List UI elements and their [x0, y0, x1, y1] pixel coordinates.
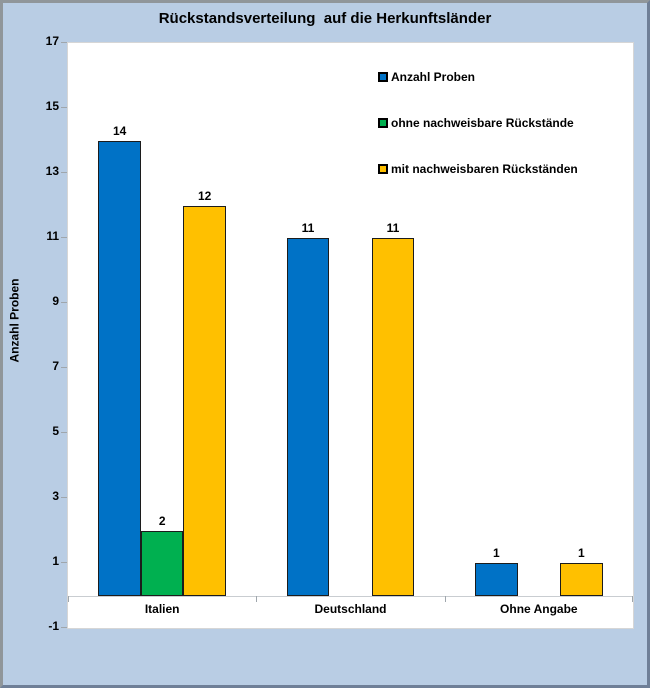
y-tick-label: 1	[52, 554, 59, 568]
category-label: Deutschland	[314, 601, 387, 616]
y-tick-mark	[61, 302, 67, 303]
legend-label: Anzahl Proben	[391, 70, 476, 84]
legend-swatch	[378, 164, 388, 174]
y-tick-mark	[61, 497, 67, 498]
y-tick-mark	[61, 562, 67, 563]
y-tick-label: -1	[48, 619, 59, 633]
y-tick-mark	[61, 172, 67, 173]
y-tick-label: 13	[45, 164, 59, 178]
y-tick-label: 11	[46, 229, 59, 243]
bar-value-label: 11	[301, 221, 315, 235]
bar-value-label: 11	[386, 221, 400, 235]
bar	[140, 530, 184, 596]
legend-item: mit nachweisbaren Rückständen	[378, 162, 578, 176]
y-tick-mark	[61, 107, 67, 108]
legend-swatch	[378, 118, 388, 128]
y-tick-label: 5	[52, 424, 59, 438]
bar-value-label: 1	[492, 546, 500, 560]
bar-value-label: 12	[197, 188, 212, 203]
plot-area: Anzahl Proben ohne nachweisbare Rückständ…	[67, 42, 634, 629]
x-tick-mark	[68, 596, 69, 602]
y-tick-label: 7	[52, 359, 59, 373]
y-tick-mark	[61, 627, 67, 628]
bar	[475, 563, 518, 596]
x-tick-mark	[256, 596, 257, 602]
y-tick-label: 17	[45, 34, 59, 48]
category-label: Italien	[144, 601, 180, 616]
chart-title: Rückstandsverteilung auf die Herkunftslä…	[158, 10, 492, 27]
x-axis-line	[68, 596, 633, 597]
bar	[98, 140, 141, 596]
category-label: Ohne Angabe	[500, 601, 578, 616]
y-axis-title: Anzahl Proben	[7, 278, 22, 363]
bar	[560, 563, 603, 596]
bar	[371, 238, 415, 596]
legend-item: ohne nachweisbare Rückstände	[378, 116, 578, 130]
bar	[183, 205, 226, 596]
y-tick-mark	[61, 42, 67, 43]
y-tick-mark	[61, 367, 67, 368]
y-tick-mark	[61, 237, 67, 238]
y-tick-label: 3	[52, 489, 59, 503]
legend-item: Anzahl Proben	[378, 70, 578, 84]
y-tick-label: 9	[52, 294, 59, 308]
bar	[286, 238, 330, 596]
bar-value-label: 14	[112, 123, 127, 138]
bar-value-label: 2	[158, 513, 166, 528]
bar-value-label: 1	[577, 546, 585, 560]
x-tick-mark	[445, 596, 446, 602]
legend-swatch	[378, 72, 388, 82]
y-tick-label: 15	[45, 99, 59, 113]
chart-legend: Anzahl Proben ohne nachweisbare Rückständ…	[378, 70, 578, 208]
x-tick-mark	[632, 596, 633, 602]
legend-label: mit nachweisbaren Rückständen	[391, 162, 578, 176]
y-tick-mark	[61, 432, 67, 433]
legend-label: ohne nachweisbare Rückstände	[391, 116, 574, 130]
